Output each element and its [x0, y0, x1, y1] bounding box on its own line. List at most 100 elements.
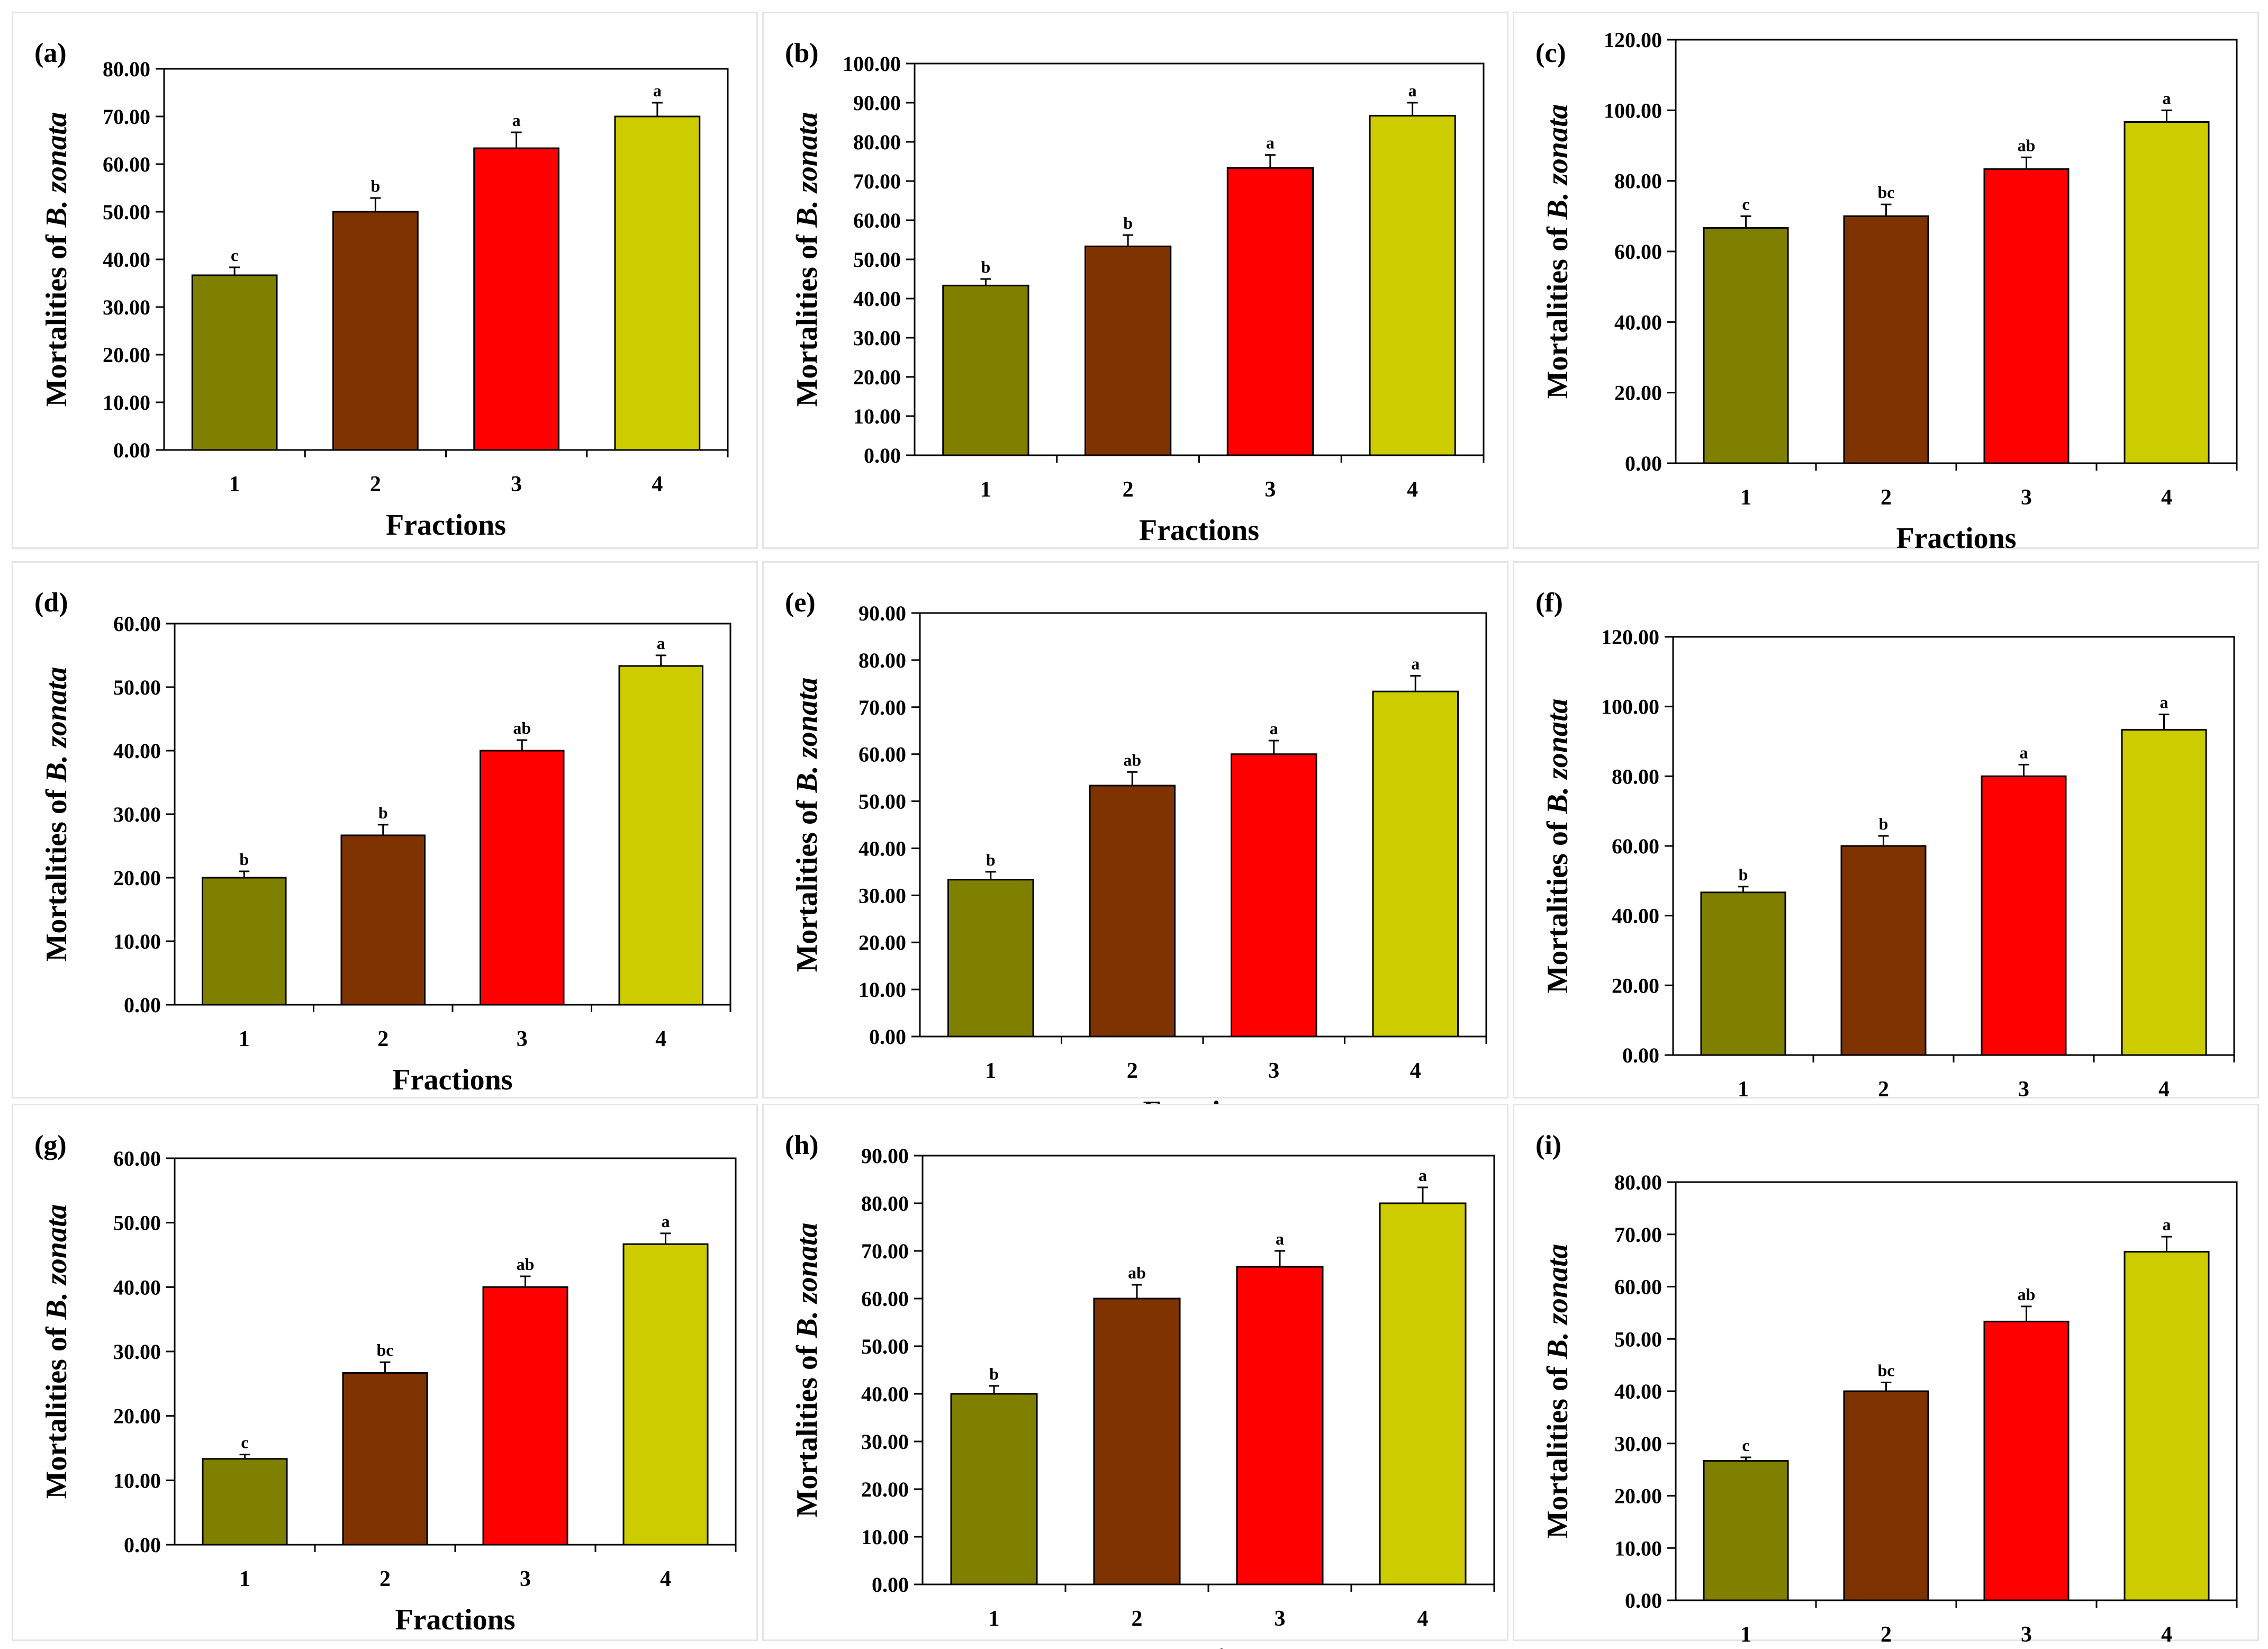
y-tick-label: 100.00: [1604, 98, 1662, 122]
y-tick-label: 80.00: [1612, 764, 1659, 788]
y-axis-title: Mortalities of B. zonata: [40, 112, 73, 407]
y-axis-title-species: B. zonata: [1541, 104, 1574, 220]
y-tick-label: 10.00: [859, 978, 906, 1002]
significance-label: b: [981, 257, 990, 276]
y-tick-label: 10.00: [113, 930, 161, 953]
panel-label: (c): [1535, 38, 1566, 68]
y-tick-label: 30.00: [113, 1340, 161, 1364]
significance-label: a: [1411, 654, 1420, 673]
panel-h: (h) 0.00 10.00 20.00 30.00 40.00 50.00 60.00 70.…: [762, 1104, 1508, 1649]
y-tick-label: 120.00: [1604, 28, 1662, 52]
bar: [1700, 891, 1786, 1056]
x-tick-label: 4: [2158, 1077, 2170, 1102]
significance-label: a: [512, 111, 521, 130]
y-axis-title-prefix: Mortalities of: [1541, 219, 1574, 399]
y-tick-label: 90.00: [861, 1144, 909, 1168]
bar: [1703, 227, 1789, 464]
significance-label: b: [239, 850, 249, 869]
bar-chart-i: (i) 0.00 10.00 20.00 30.00 40.00 50.00 60.00 70.…: [1535, 1130, 2238, 1647]
y-tick-label: 10.00: [113, 1468, 161, 1492]
y-tick-label: 60.00: [859, 743, 906, 767]
significance-label: a: [2163, 1215, 2171, 1234]
significance-label: ab: [2018, 1285, 2036, 1304]
y-tick-label: 40.00: [861, 1382, 909, 1406]
y-tick-label: 80.00: [853, 130, 901, 154]
y-tick-label: 70.00: [859, 696, 906, 719]
significance-label: ab: [1123, 750, 1141, 769]
y-axis-title-prefix: Mortalities of: [791, 227, 824, 407]
y-axis-title: Mortalities of B. zonata: [1541, 699, 1574, 994]
y-tick-label: 80.00: [861, 1192, 909, 1215]
y-tick-label: 20.00: [103, 343, 150, 367]
x-tick-label: 3: [1268, 1059, 1279, 1083]
y-tick-label: 60.00: [1614, 1275, 1662, 1299]
x-tick-label: 1: [980, 477, 991, 502]
bar: [942, 284, 1029, 456]
bar-chart-f: (f) 0.00 20.00 40.00 60.00 80.00 100.00 120.00 b…: [1535, 588, 2235, 1147]
y-axis-title-species: B. zonata: [40, 112, 73, 228]
x-tick-label: 2: [377, 1027, 388, 1051]
x-tick-label: 2: [1881, 1623, 1892, 1647]
y-tick-label: 20.00: [113, 1404, 161, 1428]
x-tick-label: 3: [2021, 1623, 2032, 1647]
y-tick-label: 20.00: [859, 931, 906, 954]
bar: [2124, 1251, 2210, 1601]
bar: [1236, 1266, 1324, 1585]
panel-label: (e): [785, 588, 816, 618]
y-tick-label: 40.00: [103, 248, 150, 272]
y-axis-title-prefix: Mortalities of: [40, 1319, 73, 1499]
bar: [202, 877, 287, 1006]
y-tick-label: 100.00: [1601, 695, 1659, 719]
x-tick-label: 3: [1264, 477, 1276, 502]
x-tick-label: 1: [985, 1059, 996, 1083]
y-tick-label: 50.00: [859, 790, 906, 814]
panel-c: (c) 0.00 20.00 40.00 60.00 80.00 100.00 120.00 c…: [1513, 12, 2259, 555]
y-tick-label: 20.00: [113, 866, 161, 890]
y-tick-label: 10.00: [853, 404, 901, 428]
panel-label: (d): [34, 588, 68, 618]
y-tick-label: 30.00: [1614, 1432, 1662, 1456]
bar: [332, 211, 419, 451]
y-axis-title-species: B. zonata: [1541, 699, 1574, 815]
panel-label: (i): [1535, 1130, 1561, 1160]
x-tick-label: 1: [239, 1027, 250, 1051]
bar-chart-d: (d) 0.00 10.00 20.00 30.00 40.00 50.00 60.00 b 1 b…: [34, 588, 731, 1096]
bar: [950, 1393, 1038, 1585]
significance-label: ab: [513, 718, 531, 737]
bar: [1703, 1460, 1789, 1601]
significance-label: bc: [1878, 1361, 1895, 1380]
y-tick-label: 20.00: [1612, 974, 1659, 997]
y-tick-label: 20.00: [1614, 1484, 1662, 1508]
panel-label: (b): [785, 38, 819, 68]
y-tick-label: 0.00: [1625, 452, 1662, 475]
bar: [1983, 168, 2070, 464]
x-tick-label: 4: [1407, 477, 1418, 502]
bar: [1843, 215, 1929, 464]
panel-i: (i) 0.00 10.00 20.00 30.00 40.00 50.00 60.00 70.…: [1513, 1104, 2259, 1647]
y-tick-label: 50.00: [861, 1335, 909, 1358]
bar-chart-g: (g) 0.00 10.00 20.00 30.00 40.00 50.00 60.00 c 1 b…: [34, 1130, 737, 1636]
y-tick-label: 100.00: [843, 52, 901, 76]
y-axis-title: Mortalities of B. zonata: [1541, 1244, 1574, 1539]
significance-label: a: [662, 1212, 670, 1231]
x-tick-label: 4: [660, 1567, 671, 1591]
y-tick-label: 0.00: [124, 993, 161, 1017]
y-tick-label: 0.00: [869, 1025, 906, 1049]
bar: [1372, 690, 1459, 1038]
bar: [947, 879, 1034, 1038]
y-tick-label: 40.00: [853, 287, 901, 311]
y-tick-label: 80.00: [1614, 169, 1662, 193]
x-tick-label: 3: [2018, 1077, 2029, 1102]
y-tick-label: 120.00: [1601, 625, 1659, 649]
significance-label: bc: [377, 1340, 394, 1359]
y-tick-label: 30.00: [861, 1430, 909, 1454]
bar: [1231, 753, 1317, 1038]
significance-label: a: [1418, 1166, 1427, 1185]
significance-label: a: [2163, 88, 2171, 107]
significance-label: c: [241, 1433, 248, 1452]
x-tick-label: 4: [1410, 1059, 1421, 1083]
bar: [473, 147, 559, 451]
x-tick-label: 1: [1740, 485, 1751, 510]
y-tick-label: 30.00: [859, 884, 906, 907]
